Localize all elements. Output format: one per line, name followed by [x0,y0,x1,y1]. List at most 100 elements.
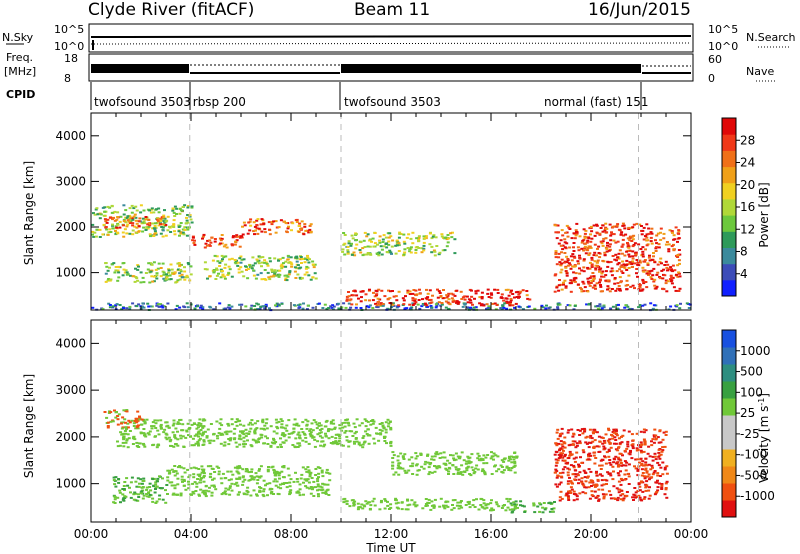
nave-label: Nave [746,65,774,78]
cpid-segment-3: normal (fast) 151 [544,95,648,109]
colorbar-tick-label-6: -500 [740,468,767,482]
colorbar-cell-5 [722,415,736,433]
colorbar-cell-9 [722,347,736,365]
colorbar-tick-label-4: 12 [740,222,755,236]
power-ylabel: Slant Range [km] [22,161,36,265]
power-panel: 1000 2000 3000 4000 [55,112,692,312]
xtick-label-3: 12:00 [374,527,409,541]
colorbar-tick-label-0: 1000 [740,344,771,358]
ytick-label-3: 4000 [55,336,86,350]
nsky-tick-bottom: 10^0 [54,40,84,53]
velocity-ylabel: Slant Range [km] [22,374,36,478]
colorbar-frame [721,329,737,518]
data-band-9 [553,222,682,293]
colorbar-cell-7 [722,381,736,399]
cpid-segment-labels: twofsound 3503 rbsp 200 twofsound 3503 norm… [94,95,648,109]
nsearch-tick-top: 10^5 [708,23,738,36]
nsearch-tick-bottom: 10^0 [708,40,738,53]
colorbar-tick-label-0: 28 [740,133,755,147]
data-band-1 [103,215,168,229]
colorbar-tick-label-6: 4 [740,267,748,281]
data-band-5 [203,254,318,282]
colorbar-tick-label-5: -100 [740,448,767,462]
colorbar-cell-10 [722,330,736,348]
colorbar-cell-8 [722,364,736,382]
cpid-segment-1: rbsp 200 [193,95,246,109]
data-band-3 [166,465,332,498]
colorbar-tick-label-1: 500 [740,365,763,379]
cpid-label: CPID [6,88,35,101]
power-colorbar-label: Power [dB] [757,182,771,247]
colorbar-cell-0 [722,500,736,518]
data-band-7 [391,451,519,477]
data-band-6 [553,427,669,502]
colorbar-tick-label-3: 25 [740,406,755,420]
xtick-label-1: 04:00 [174,527,209,541]
colorbar-cell-5 [722,198,736,216]
xtick-label-5: 20:00 [574,527,609,541]
xtick-label-4: 16:00 [474,527,509,541]
colorbar-cell-8 [722,150,736,168]
colorbar-cell-1 [722,483,736,501]
colorbar-cell-3 [722,231,736,248]
beam-title: Beam 11 [354,0,431,20]
colorbar-tick-label-3: 16 [740,200,755,214]
velocity-panel: 1000 2000 3000 4000 [55,319,692,523]
xtick-label-0: 00:00 [74,527,109,541]
colorbar-tick-label-5: 8 [740,245,748,259]
ytick-label-0: 1000 [55,477,86,491]
freq-tick-top: 18 [64,52,78,65]
nsky-box [88,23,694,53]
colorbar-cell-9 [722,134,736,151]
colorbar-tick-label-1: 24 [740,156,755,170]
colorbar-cell-0 [722,279,736,297]
xtick-label-6: 00:00 [674,527,709,541]
nave-tick-top: 60 [708,53,722,66]
colorbar-tick-label-2: 20 [740,178,755,192]
colorbar-tick-label-2: 100 [740,385,763,399]
colorbar-cell-4 [722,215,736,232]
station-title: Clyde River (fitACF) [88,0,255,20]
cpid-segment-0: twofsound 3503 [94,95,191,109]
velocity-colorbar: 1000 500 100 25 -25 -100 -500 -1000 [721,329,775,518]
nsky-tick-top: 10^5 [54,23,84,36]
nsky-label: N.Sky [2,31,34,44]
nsearch-label: N.Search [746,31,796,44]
nave-tick-bottom: 0 [708,72,715,85]
ytick-label-0: 1000 [55,266,86,280]
ytick-label-1: 2000 [55,430,86,444]
xaxis-label: Time UT [365,541,416,554]
ytick-label-1: 2000 [55,220,86,234]
colorbar-cell-2 [722,247,736,265]
freq-tick-bottom: 8 [64,72,71,85]
ytick-label-2: 3000 [55,174,86,188]
colorbar-cell-6 [722,398,736,416]
data-band-7 [345,288,532,307]
freq-block-2 [341,64,641,73]
freq-block-1 [91,64,189,73]
data-band-1 [103,409,144,430]
colorbar-cell-2 [722,466,736,484]
nsearch-trace [90,42,692,45]
xtick-label-2: 08:00 [274,527,309,541]
colorbar-cell-4 [722,432,736,450]
data-band-0 [116,418,393,449]
colorbar-cell-3 [722,449,736,467]
colorbar-cell-6 [722,182,736,200]
ytick-label-3: 4000 [55,129,86,143]
time-axis: 00:00 04:00 08:00 12:00 16:00 20:00 00:00 [74,527,709,541]
nsky-trace [90,35,692,38]
velocity-colorbar-label: Velocity [m s-1] [757,393,771,483]
freq-box [88,53,694,82]
freq-label-2: [MHz] [4,65,36,78]
data-band-2 [104,261,193,284]
data-band-4 [342,497,519,512]
data-band-2 [112,475,169,504]
status-panel [88,23,694,110]
cpid-segment-2: twofsound 3503 [344,95,441,109]
colorbar-cell-10 [722,118,736,135]
freq-label-1: Freq. [6,51,33,64]
data-band-4 [241,218,313,236]
data-band-5 [506,500,556,514]
